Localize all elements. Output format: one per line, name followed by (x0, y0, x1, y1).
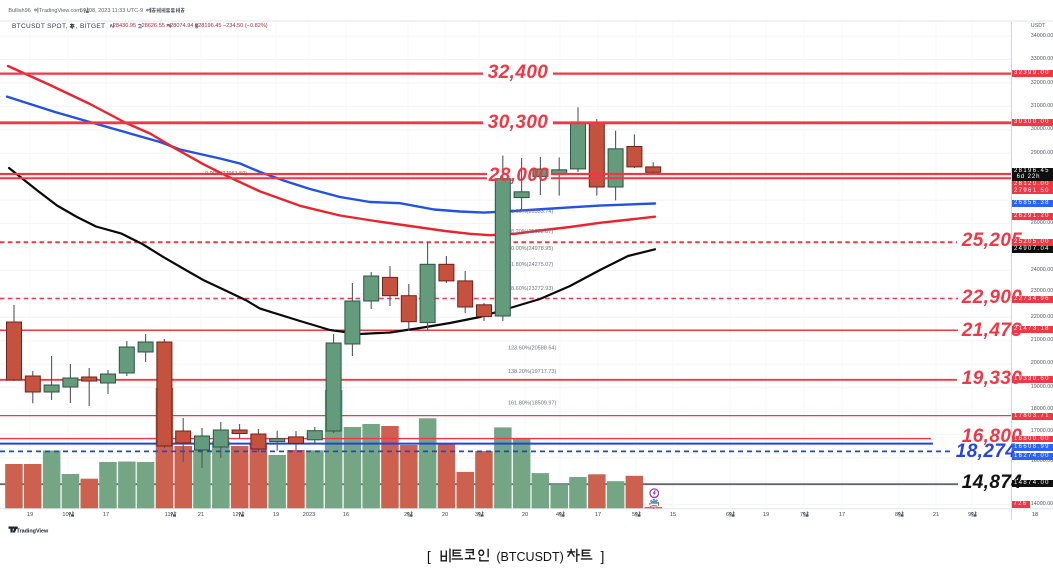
svg-text:38.20%(25682.87): 38.20%(25682.87) (508, 229, 553, 235)
svg-text:]: ] (601, 548, 605, 564)
svg-text:78.60%(23272.93): 78.60%(23272.93) (508, 286, 553, 292)
svg-text:50.00%(24978.95): 50.00%(24978.95) (508, 246, 553, 252)
svg-text:23.60%(26553.74): 23.60%(26553.74) (508, 209, 553, 215)
svg-text:138.20%(19717.73): 138.20%(19717.73) (508, 369, 556, 375)
svg-text:TradingView: TradingView (17, 528, 49, 534)
svg-text:(BTCUSDT): (BTCUSDT) (496, 550, 563, 564)
svg-text:161.80%(18509.97): 161.80%(18509.97) (508, 401, 556, 407)
svg-text:123.60%(20588.64): 123.60%(20588.64) (508, 346, 556, 352)
svg-text:61.80%(24275.07): 61.80%(24275.07) (508, 262, 553, 268)
svg-text:[: [ (427, 548, 431, 564)
